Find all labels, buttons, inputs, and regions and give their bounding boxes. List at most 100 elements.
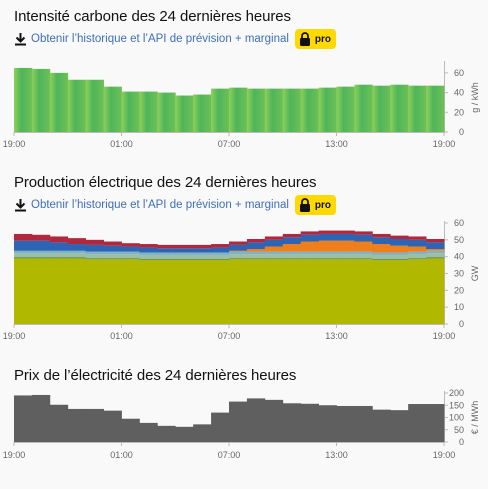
carbon-bar — [264, 88, 284, 132]
production-segment-0 — [264, 259, 284, 324]
production-segment-0 — [229, 259, 248, 324]
carbon-bar — [193, 94, 212, 132]
production-segment-2 — [211, 254, 230, 260]
production-segment-1 — [49, 257, 69, 259]
production-pro-badge[interactable]: pro — [294, 195, 337, 215]
production-segment-3 — [175, 252, 194, 255]
production-segment-6 — [408, 236, 427, 240]
production-segment-1 — [354, 258, 373, 260]
production-segment-3 — [318, 251, 337, 255]
production-segment-6 — [336, 230, 355, 234]
production-segment-2 — [390, 254, 409, 260]
carbon-x-tick-label: 07:00 — [218, 139, 241, 149]
production-segment-2 — [31, 253, 51, 258]
production-segment-0 — [390, 260, 409, 324]
production-panel: Production électrique des 24 dernières h… — [0, 166, 488, 346]
price-y-tick-label: 200 — [449, 388, 464, 398]
carbon-unit-label: g / kWh — [470, 82, 480, 113]
carbon-bar — [175, 95, 194, 132]
price-chart-title: Prix de l’électricité des 24 dernières h… — [14, 367, 297, 384]
production-y-tick-label: 40 — [454, 252, 464, 262]
production-segment-3 — [193, 252, 212, 255]
production-segment-2 — [193, 254, 212, 260]
production-segment-3 — [67, 250, 87, 254]
price-bar — [103, 410, 122, 442]
production-segment-2 — [49, 253, 69, 258]
price-x-tick-label: 19:00 — [433, 450, 456, 460]
carbon-pro-badge[interactable]: pro — [294, 29, 337, 49]
carbon-bar — [139, 91, 158, 132]
carbon-bar — [67, 79, 87, 132]
carbon-bar — [211, 88, 230, 132]
price-x-tick-label: 19:00 — [3, 450, 26, 460]
carbon-bar — [336, 86, 355, 132]
production-segment-2 — [318, 254, 337, 259]
production-segment-0 — [31, 258, 51, 324]
production-segment-1 — [85, 258, 104, 260]
production-segment-2 — [157, 254, 176, 260]
production-segment-1 — [246, 258, 266, 260]
production-segment-5 — [139, 247, 158, 253]
carbon-bar — [408, 85, 427, 132]
production-segment-2 — [175, 254, 194, 260]
production-segment-1 — [318, 258, 337, 260]
production-segment-2 — [229, 254, 248, 259]
production-segment-6 — [426, 238, 445, 243]
price-bar — [390, 410, 409, 442]
production-segment-6 — [157, 244, 176, 249]
carbon-bar — [426, 85, 445, 132]
production-segment-3 — [229, 251, 248, 255]
production-segment-1 — [31, 257, 51, 259]
production-segment-0 — [246, 259, 266, 324]
production-segment-6 — [390, 235, 409, 239]
production-segment-2 — [336, 254, 355, 259]
production-segment-6 — [175, 244, 194, 249]
carbon-bar — [14, 67, 33, 132]
production-segment-5 — [390, 238, 409, 246]
production-segment-6 — [264, 236, 284, 240]
production-x-tick-label: 19:00 — [433, 331, 456, 341]
production-segment-5 — [426, 242, 445, 250]
production-segment-3 — [336, 251, 355, 255]
carbon-bar — [390, 84, 409, 132]
production-segment-2 — [85, 254, 104, 259]
production-segment-5 — [229, 244, 248, 251]
price-bar — [246, 398, 266, 442]
production-history-api-link[interactable]: Obtenir l’historique et l’API de prévisi… — [31, 199, 289, 211]
carbon-bar — [103, 86, 122, 132]
production-segment-1 — [372, 259, 391, 261]
carbon-bar — [49, 72, 69, 132]
production-segment-0 — [67, 258, 87, 324]
production-segment-4 — [300, 241, 319, 252]
production-segment-6 — [282, 233, 302, 238]
production-segment-5 — [31, 240, 51, 251]
production-segment-5 — [175, 248, 194, 253]
production-segment-0 — [211, 260, 230, 324]
production-segment-1 — [193, 259, 212, 261]
production-segment-3 — [282, 251, 302, 255]
production-segment-3 — [354, 251, 373, 255]
price-bar — [139, 422, 158, 442]
production-segment-3 — [372, 252, 391, 255]
production-segment-0 — [139, 260, 158, 324]
production-segment-0 — [282, 259, 302, 324]
production-segment-1 — [390, 259, 409, 261]
price-y-tick-label: 0 — [459, 437, 464, 447]
carbon-history-api-link[interactable]: Obtenir l’historique et l’API de prévisi… — [31, 33, 289, 45]
price-y-tick-label: 100 — [449, 413, 464, 423]
production-segment-6 — [85, 239, 104, 245]
price-bar — [282, 403, 302, 442]
production-segment-1 — [300, 258, 319, 260]
production-segment-6 — [211, 244, 230, 248]
price-x-tick-label: 01:00 — [110, 450, 133, 460]
production-segment-3 — [264, 251, 284, 255]
carbon-y-tick-label: 20 — [454, 107, 464, 117]
production-segment-4 — [336, 240, 355, 252]
carbon-bar — [318, 87, 337, 132]
production-segment-1 — [157, 259, 176, 261]
production-segment-6 — [354, 231, 373, 235]
production-segment-1 — [264, 258, 284, 260]
production-segment-5 — [14, 240, 33, 251]
price-bar — [175, 426, 194, 442]
production-segment-5 — [264, 239, 284, 247]
